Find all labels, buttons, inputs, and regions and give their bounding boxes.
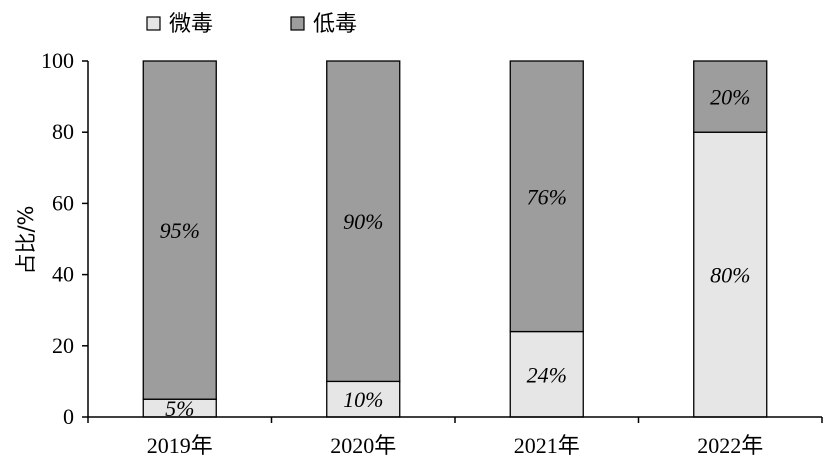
legend: 微毒 低毒 bbox=[146, 12, 357, 37]
legend-label-didu: 低毒 bbox=[313, 12, 357, 37]
data-label-weidu-2: 24% bbox=[527, 362, 567, 387]
bars: 5%95%10%90%24%76%80%20% bbox=[142, 60, 768, 421]
bar-didu-3 bbox=[693, 60, 768, 133]
data-label-weidu-1: 10% bbox=[343, 387, 383, 412]
y-tick-label: 80 bbox=[52, 119, 74, 144]
y-tick-label: 40 bbox=[52, 262, 74, 287]
bar-didu-2 bbox=[509, 60, 584, 333]
y-axis-title: 占比/% bbox=[14, 205, 38, 274]
x-tick-label: 2020年 bbox=[330, 433, 396, 458]
legend-swatch-weidu bbox=[146, 16, 161, 31]
data-label-didu-2: 76% bbox=[527, 184, 567, 209]
axes: 0 20 40 60 80 100 2019年 2020年 2021年 2022年 bbox=[41, 48, 823, 458]
bar-didu-1 bbox=[326, 60, 401, 383]
data-label-didu-1: 90% bbox=[343, 209, 383, 234]
x-tick-label: 2019年 bbox=[147, 433, 213, 458]
bar-weidu-1 bbox=[326, 380, 401, 418]
x-tick-label: 2021年 bbox=[514, 433, 580, 458]
y-tick-label: 60 bbox=[52, 190, 74, 215]
y-tick-label: 0 bbox=[63, 404, 74, 429]
data-label-didu-3: 20% bbox=[710, 85, 750, 110]
data-label-weidu-3: 80% bbox=[710, 263, 750, 288]
legend-swatch-didu bbox=[290, 16, 305, 31]
y-tick-label: 20 bbox=[52, 333, 74, 358]
bar-didu-0 bbox=[142, 60, 217, 400]
data-label-didu-0: 95% bbox=[160, 218, 200, 243]
legend-label-weidu: 微毒 bbox=[169, 12, 213, 37]
y-tick-label: 100 bbox=[41, 48, 74, 73]
x-tick-label: 2022年 bbox=[697, 433, 763, 458]
bar-weidu-3 bbox=[693, 131, 768, 418]
